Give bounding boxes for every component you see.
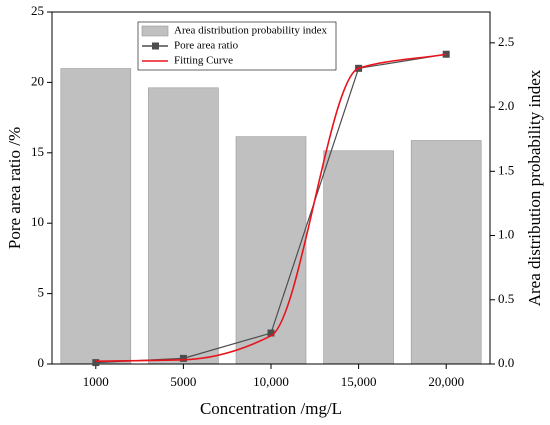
y2-tick-label: 2.0 (498, 98, 514, 113)
y2-tick-label: 0.0 (498, 355, 514, 370)
x-tick-label: 5000 (170, 374, 196, 389)
x-tick-label: 15,000 (341, 374, 377, 389)
bar (148, 87, 219, 365)
x-axis-label: Concentration /mg/L (200, 399, 342, 418)
legend-swatch (141, 25, 169, 37)
y2-tick-label: 2.5 (498, 34, 514, 49)
bar (60, 68, 132, 365)
x-tick-label: 1000 (83, 374, 109, 389)
legend-marker (152, 42, 159, 50)
bar (323, 150, 394, 365)
x-tick-label: 20,000 (428, 374, 464, 389)
legend-label: Area distribution probability index (174, 25, 328, 37)
y-tick-label: 20 (31, 73, 44, 88)
y-tick-label: 5 (38, 285, 45, 300)
y-tick-label: 0 (38, 355, 45, 370)
legend-label: Pore area ratio (174, 40, 239, 52)
bar (410, 140, 482, 365)
y2-axis-label: Area distribution probability index (525, 69, 544, 306)
y2-tick-label: 0.5 (498, 291, 514, 306)
marker (92, 359, 100, 367)
legend-label: Fitting Curve (174, 55, 233, 67)
fitting-curve (95, 53, 447, 362)
x-tick-label: 10,000 (253, 374, 289, 389)
bar (235, 136, 307, 365)
y2-tick-label: 1.5 (498, 162, 514, 177)
y2-tick-label: 1.0 (498, 227, 514, 242)
y-tick-label: 10 (31, 214, 44, 229)
y-axis-label: Pore area ratio /% (5, 127, 24, 249)
legend-box (137, 21, 337, 71)
y-tick-label: 25 (31, 3, 44, 18)
marker (179, 354, 187, 362)
marker (267, 329, 275, 337)
y-tick-label: 15 (31, 144, 44, 159)
